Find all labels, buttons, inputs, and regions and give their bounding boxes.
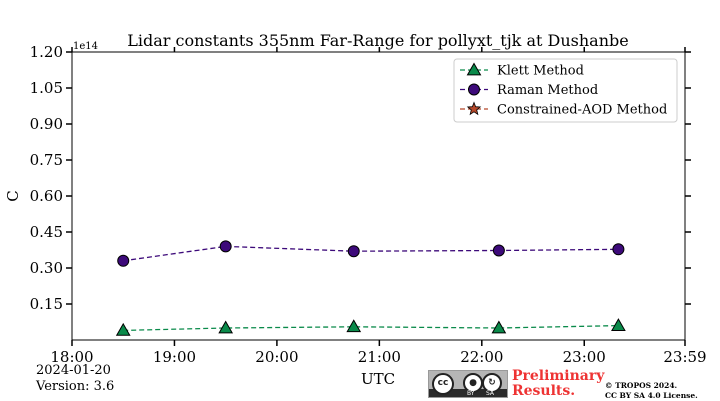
y-tick-label-5: 0.90 [30, 115, 63, 133]
data-point-0-3 [491, 320, 507, 334]
copyright-line-1: © TROPOS 2024. [605, 381, 678, 390]
y-tick-label-7: 1.20 [30, 43, 63, 61]
legend-label-2: Constrained-AOD Method [497, 103, 667, 118]
data-point-1-3 [492, 244, 505, 257]
series-line-0 [123, 324, 619, 332]
footer-date: 2024-01-20 [36, 363, 111, 378]
legend-box [453, 58, 678, 123]
y-tick-label-3: 0.60 [30, 187, 63, 205]
copyright-notice: © TROPOS 2024. CC BY SA 4.0 License. [605, 381, 698, 401]
data-point-1-4 [612, 243, 625, 256]
legend-label-1: Raman Method [497, 83, 598, 98]
data-point-1-1 [219, 240, 232, 253]
preliminary-line-1: Preliminary [512, 368, 605, 384]
x-tick-label-5: 23:00 [563, 348, 606, 366]
preliminary-line-2: Results. [512, 383, 576, 399]
y-tick-label-4: 0.75 [30, 151, 63, 169]
y-axis-label: C [4, 190, 22, 201]
x-tick-label-2: 20:00 [255, 348, 298, 366]
data-point-0-0 [115, 322, 131, 336]
x-tick-label-1: 19:00 [153, 348, 196, 366]
x-tick-label-0: 18:00 [50, 348, 93, 366]
cc-sa-label: SA [486, 390, 495, 397]
data-point-1-2 [347, 245, 360, 258]
cc-license-badge: cc ● ↻ BY SA [428, 370, 508, 398]
cc-icon: cc [432, 373, 454, 395]
x-tick-label-3: 21:00 [358, 348, 401, 366]
series-line-1 [123, 245, 619, 262]
legend-items: Klett Method Raman Method Constrained-AOD … [460, 62, 667, 118]
chart-title: Lidar constants 355nm Far-Range for poll… [127, 31, 628, 50]
y-axis-multiplier: 1e14 [73, 41, 98, 52]
y-tick-label-1: 0.30 [30, 259, 63, 277]
data-point-0-4 [611, 318, 626, 331]
y-tick-label-2: 0.45 [30, 223, 63, 241]
legend: Klett Method Raman Method Constrained-AOD … [453, 58, 678, 123]
x-tick-label-4: 22:00 [460, 348, 503, 366]
y-tick-label-0: 0.15 [30, 295, 63, 313]
legend-label-0: Klett Method [497, 64, 584, 79]
series-layer [115, 240, 626, 336]
data-point-0-2 [346, 319, 362, 333]
copyright-line-2: CC BY SA 4.0 License. [605, 391, 698, 400]
axis-ticks: 18:00 19:00 20:00 21:00 22:00 23:00 23:59 0.15 0… [30, 43, 707, 366]
data-point-1-0 [117, 254, 130, 267]
y-tick-label-6: 1.05 [30, 79, 63, 97]
legend-marker-0 [466, 62, 482, 76]
legend-marker-2 [466, 101, 482, 116]
share-alike-icon: ↻ [482, 373, 502, 393]
x-axis-label: UTC [361, 370, 395, 388]
cc-by-label: BY [467, 390, 475, 397]
legend-marker-1 [468, 83, 480, 96]
x-tick-label-6: 23:59 [663, 348, 706, 366]
preliminary-notice: Preliminary Results. [512, 369, 604, 399]
footer-version: Version: 3.6 [36, 379, 115, 394]
data-point-0-1 [218, 320, 234, 334]
